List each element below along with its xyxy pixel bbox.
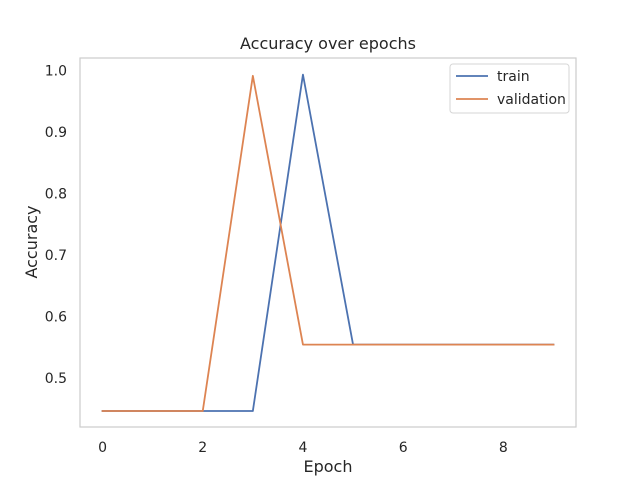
y-tick-label: 0.6 [45, 309, 67, 325]
y-tick-label: 0.9 [45, 125, 67, 141]
plot-frame [79, 57, 577, 428]
legend-label-train: train [497, 69, 530, 85]
x-tick-label: 8 [499, 440, 508, 456]
plot-lines [101, 73, 555, 412]
y-tick-label: 0.5 [45, 371, 67, 387]
x-axis: 0 2 4 6 8 [98, 440, 508, 456]
chart-title: Accuracy over epochs [240, 34, 416, 53]
y-tick-label: 0.8 [45, 186, 67, 202]
y-tick-label: 1.0 [45, 63, 67, 79]
y-axis: 0.5 0.6 0.7 0.8 0.9 1.0 [45, 63, 67, 387]
y-axis-label: Accuracy [22, 205, 41, 278]
series-line-validation [101, 74, 555, 412]
x-tick-label: 6 [399, 440, 408, 456]
x-tick-label: 4 [298, 440, 307, 456]
y-tick-label: 0.7 [45, 248, 67, 264]
legend-label-validation: validation [497, 92, 566, 108]
legend: train validation [449, 63, 570, 114]
x-tick-label: 0 [98, 440, 107, 456]
x-tick-label: 2 [198, 440, 207, 456]
x-axis-label: Epoch [304, 457, 353, 476]
